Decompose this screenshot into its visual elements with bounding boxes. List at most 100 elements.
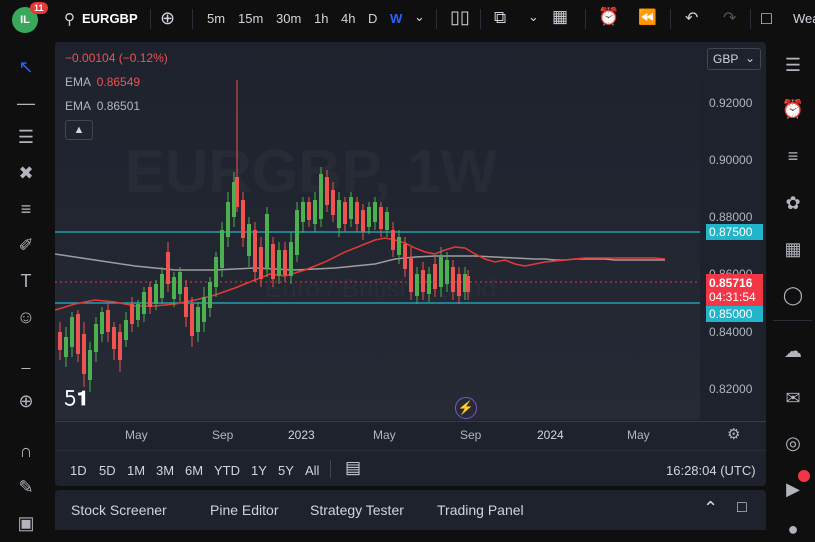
interval-5m[interactable]: 5m [207,11,226,26]
ema-legend-2[interactable]: EMA 0.86501 [65,99,140,113]
interval-1h[interactable]: 1h [314,11,329,26]
symbol-search-button[interactable]: EURGBP [82,11,138,26]
currency-select[interactable]: GBP ⌄ [707,48,761,70]
emoji-icon[interactable]: ☺ [16,307,36,327]
time-tick: May [125,428,148,442]
svg-text:EURGBP, 1W: EURGBP, 1W [125,138,498,205]
fullscreen-square-icon[interactable]: □ [761,8,772,28]
calendar-icon[interactable]: ▦ [784,239,802,259]
chevron-up-icon[interactable]: ⌃ [703,498,719,518]
divider [585,9,586,29]
bar-countdown: 04:31:54 [709,290,756,304]
zoom-in-icon[interactable]: ⊕ [18,391,34,411]
range-1m[interactable]: 1M [127,463,146,478]
chevron-up-icon[interactable]: ▲ [65,120,93,140]
layouts-grid-icon[interactable]: ▦ [552,7,569,26]
ema-label: EMA [65,99,91,113]
lock-icon[interactable]: ▣ [17,513,35,533]
time-tick: 2024 [537,428,564,442]
lock-pencil-icon[interactable]: ✎ [18,477,34,497]
range-1d[interactable]: 1D [70,463,87,478]
alert-clock-icon[interactable]: ⏰ [598,7,620,26]
chevron-down-icon[interactable]: ⌄ [528,9,539,24]
tab-pine-editor[interactable]: Pine Editor [210,502,279,518]
range-1y[interactable]: 1Y [251,463,267,478]
chat-icon[interactable]: ✉ [785,388,801,408]
time-axis[interactable]: May Sep 2023 May Sep 2024 May ⚙ [55,421,766,446]
notification-badge: 11 [30,2,48,14]
ema-value: 0.86549 [96,75,141,89]
resistance-level-label: 0.87500 [706,224,763,240]
ideas-lightbulb-icon[interactable]: ◯ [782,285,804,305]
tab-strategy-tester[interactable]: Strategy Tester [310,502,404,518]
magnet-icon[interactable]: ∩ [19,441,33,461]
calendar-goto-icon[interactable]: ▤ [345,458,362,477]
divider [330,460,331,478]
lightning-event-icon[interactable]: ⚡ [455,397,477,419]
watchlist-label[interactable]: Wea [793,11,815,26]
price-tick: 0.90000 [709,153,753,167]
price-axis[interactable]: GBP ⌄ 0.92000 0.90000 0.88000 0.87500 0.8… [703,42,766,420]
interval-30m[interactable]: 30m [276,11,302,26]
cursor-arrow-icon[interactable]: ↖ [18,57,34,77]
top-toolbar: IL 11 ⚲ EURGBP ⊕ 5m 15m 30m 1h 4h D W ⌄ … [0,0,815,38]
help-bulb-icon[interactable]: ◎ [785,433,801,453]
data-window-icon[interactable]: ≡ [787,146,799,166]
pattern-icon[interactable]: ✖ [18,163,34,183]
interval-15m[interactable]: 15m [238,11,264,26]
interval-4h[interactable]: 4h [341,11,356,26]
divider [480,9,481,29]
time-tick: Sep [212,428,234,442]
divider [192,9,193,29]
time-tick: Sep [460,428,482,442]
watchlist-icon[interactable]: ☰ [784,55,802,75]
text-icon[interactable]: T [20,271,32,291]
tab-stock-screener[interactable]: Stock Screener [71,502,167,518]
hotlists-fire-icon[interactable]: ✿ [785,193,801,213]
svg-text:Euro / British Pound: Euro / British Pound [265,273,496,303]
brush-icon[interactable]: ✐ [18,235,34,255]
clock-time[interactable]: 16:28:04 (UTC) [666,463,756,478]
range-5d[interactable]: 5D [99,463,116,478]
candles [58,80,470,392]
gear-icon[interactable]: ⚙ [727,426,741,443]
maximize-panel-icon[interactable]: □ [737,499,747,516]
profile-icon[interactable]: ● [787,519,799,539]
search-icon[interactable]: ⚲ [64,11,75,28]
ruler-icon[interactable]: ⎯ [21,357,31,377]
chart-plot-area[interactable]: EURGBP, 1W Euro / British Pound [55,42,700,420]
chevron-down-icon[interactable]: ⌄ [414,9,425,24]
interval-w[interactable]: W [390,11,403,26]
notifications-play-icon[interactable]: ▶ [786,479,800,499]
divider [150,9,151,29]
range-5y[interactable]: 5Y [278,463,294,478]
chevron-down-icon: ⌄ [744,51,755,65]
redo-icon[interactable]: ↷ [723,10,737,27]
bottom-panel-bar: Stock Screener Pine Editor Strategy Test… [55,490,766,530]
range-ytd[interactable]: YTD [214,463,240,478]
interval-d[interactable]: D [368,11,378,26]
support-level-label: 0.85000 [706,306,763,322]
ema-legend-1[interactable]: EMA 0.86549 [65,75,140,89]
range-3m[interactable]: 3M [156,463,175,478]
candles-chart-type-icon[interactable]: ▯▯ [450,7,470,27]
replay-icon[interactable]: ⏪ [638,9,657,26]
fib-retracement-icon[interactable]: ☰ [17,127,35,147]
indicators-icon[interactable]: ⧉ [494,8,507,27]
price-tick: 0.92000 [709,96,753,110]
range-6m[interactable]: 6M [185,463,204,478]
trend-line-icon[interactable]: — [17,93,35,113]
alarm-clock-icon[interactable]: ⏰ [781,99,805,119]
current-price-label: 0.85716 04:31:54 [706,274,763,306]
forecast-icon[interactable]: ≡ [20,199,32,219]
plus-circle-icon[interactable]: ⊕ [160,8,176,28]
undo-icon[interactable]: ↶ [685,10,699,27]
streams-cloud-icon[interactable]: ☁ [784,341,802,361]
notification-dot [798,470,810,482]
tradingview-logo[interactable]: 𝟻𝟭 [63,385,89,410]
range-all[interactable]: All [305,463,320,478]
time-tick: 2023 [288,428,315,442]
tab-trading-panel[interactable]: Trading Panel [437,502,524,518]
divider [750,9,751,29]
current-price: 0.85716 [709,276,753,290]
